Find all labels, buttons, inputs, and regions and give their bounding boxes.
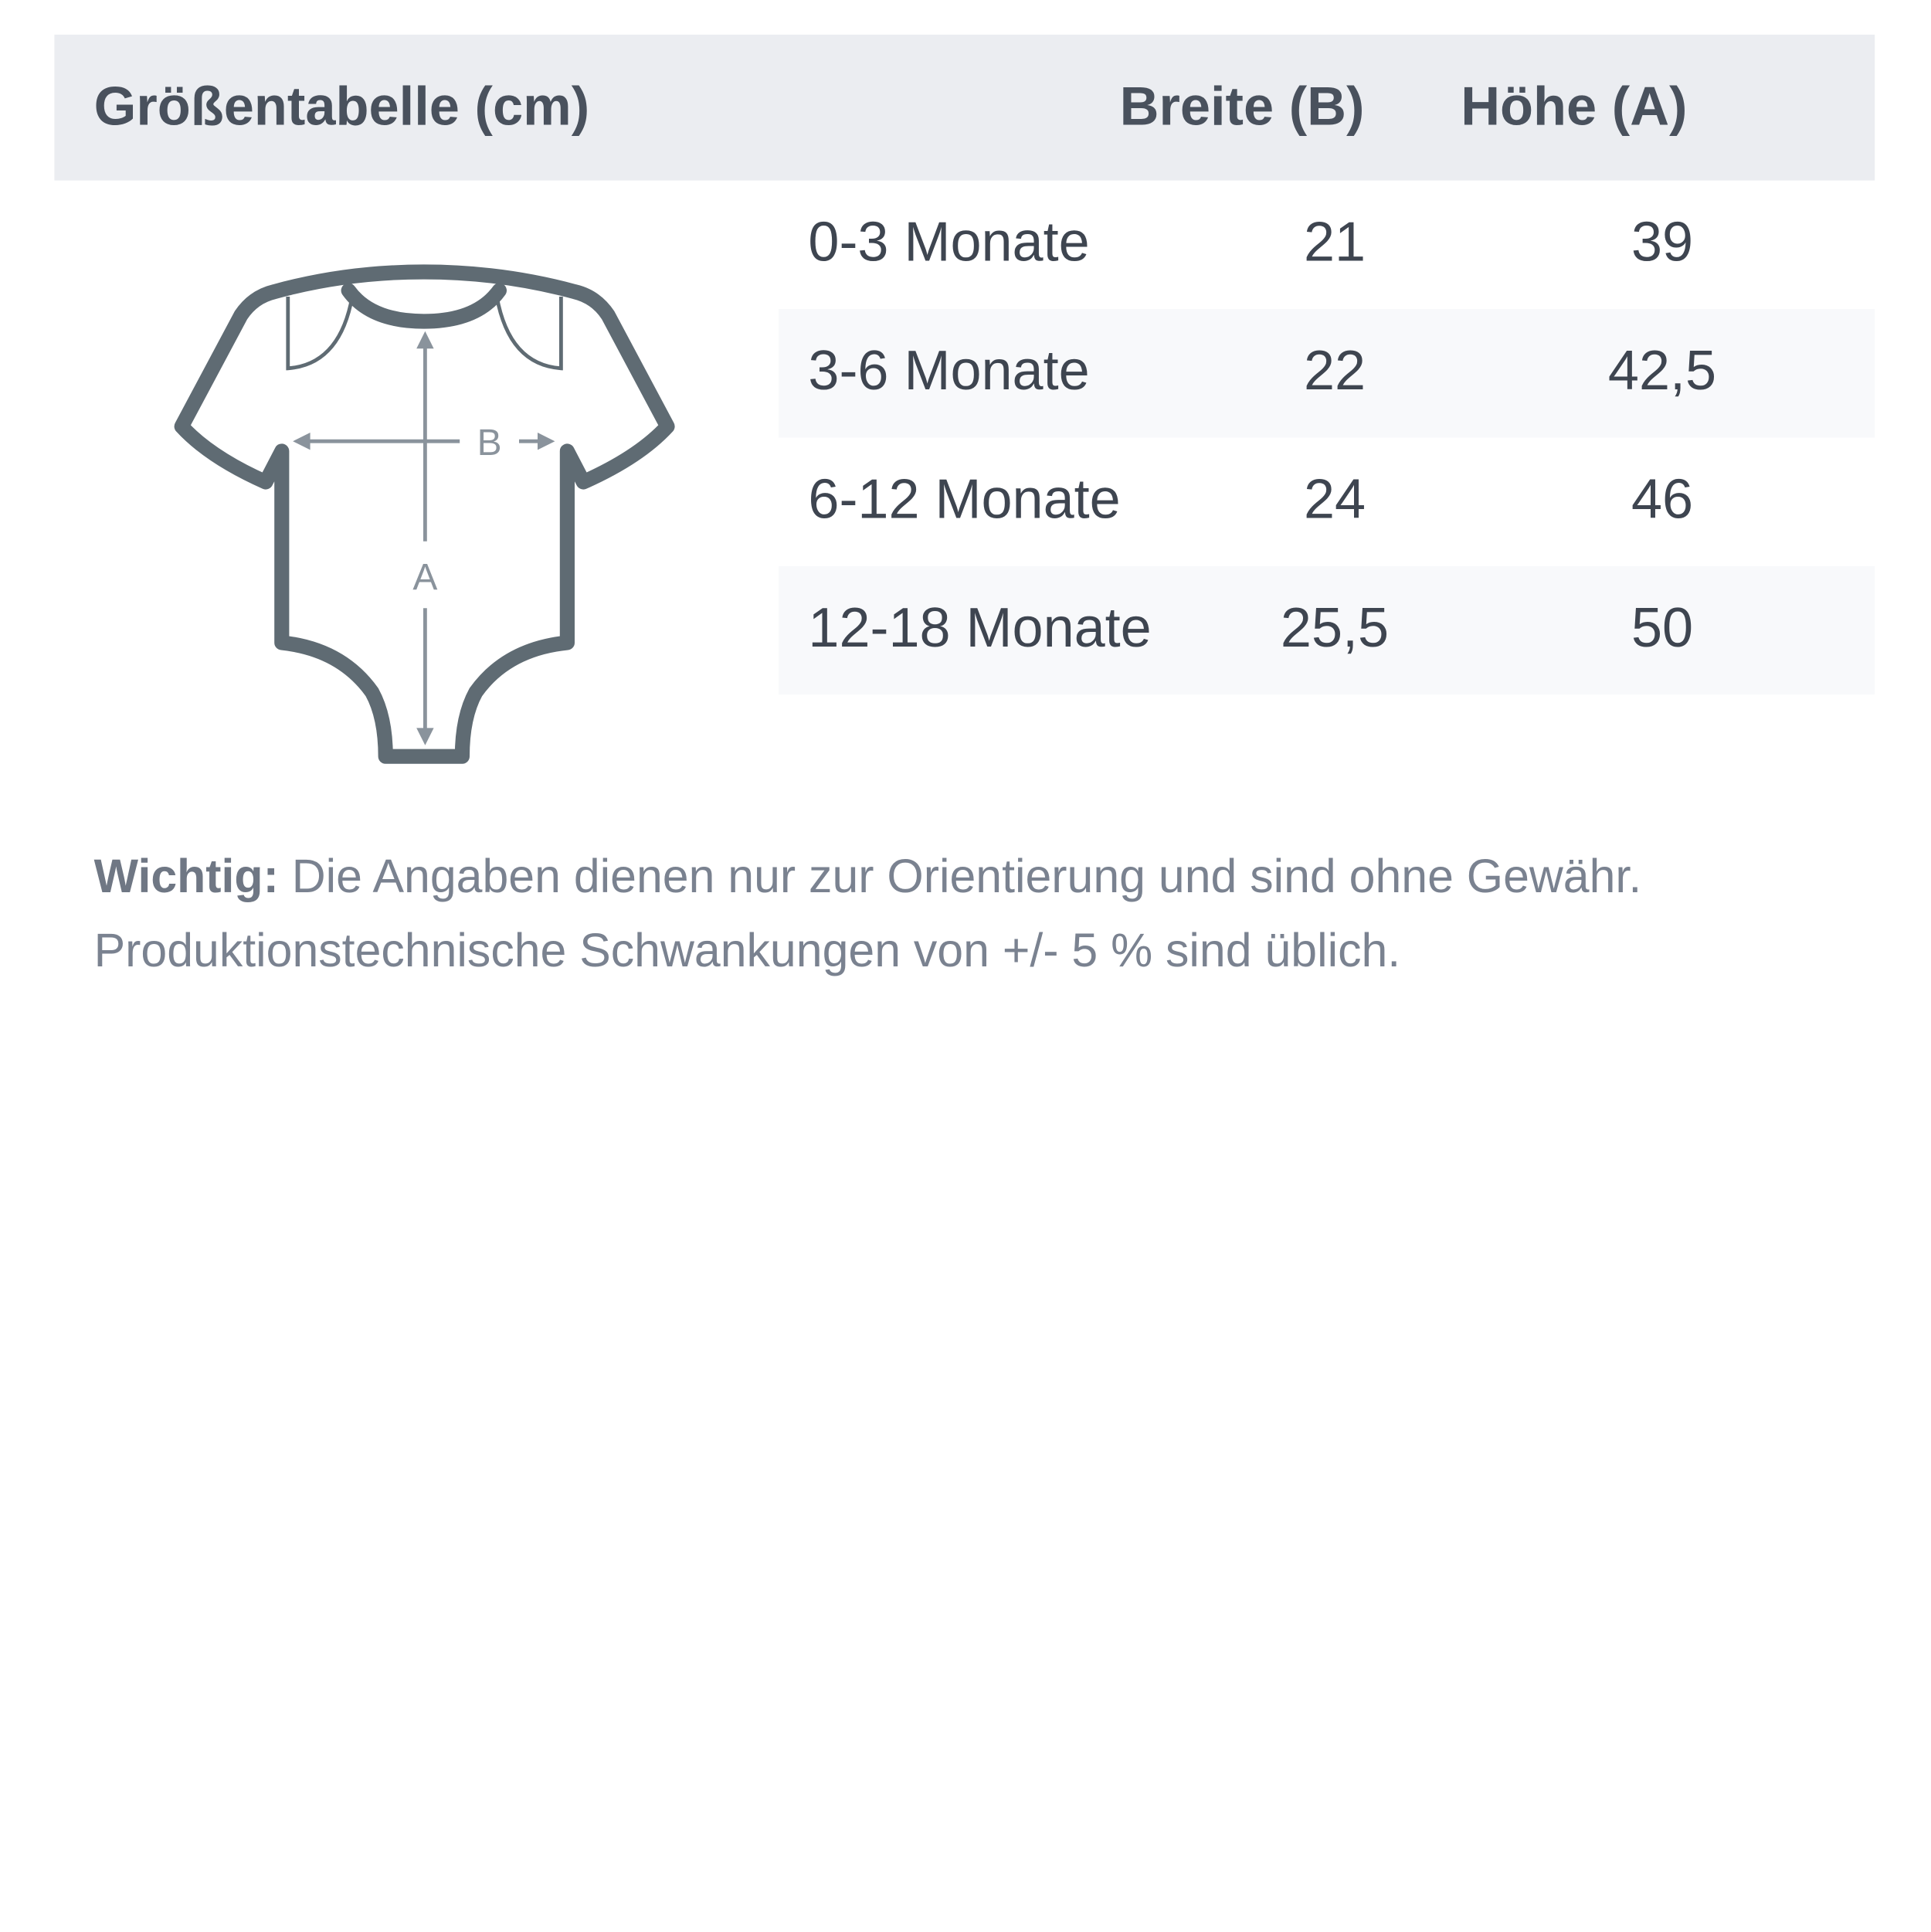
- breite-value: 21: [1303, 210, 1366, 273]
- disclaimer-note: Wichtig: Die Angaben dienen nur zur Orie…: [94, 840, 1849, 989]
- table-row: 12-18 Monate 25,5 50: [779, 565, 1875, 695]
- label-a: A: [412, 557, 437, 598]
- baby-bodysuit-icon: B A: [174, 264, 675, 764]
- table-title: Größentabelle (cm): [93, 76, 590, 138]
- note-line-2: Produktionstechnische Schwankungen von +…: [93, 925, 1401, 978]
- column-header-hoehe: Höhe (A): [1461, 76, 1688, 138]
- breite-value: 25,5: [1280, 596, 1390, 659]
- breite-value: 24: [1303, 467, 1366, 531]
- hoehe-value: 42,5: [1607, 338, 1717, 402]
- table-header: Größentabelle (cm) Breite (B) Höhe (A): [54, 34, 1875, 181]
- size-label: 12-18 Monate: [808, 596, 1152, 659]
- table-row: 3-6 Monate 22 42,5: [779, 309, 1875, 438]
- label-b: B: [477, 423, 502, 463]
- note-line-1: Die Angaben dienen nur zur Orientierung …: [278, 851, 1642, 904]
- hoehe-value: 50: [1631, 596, 1694, 659]
- size-label: 6-12 Monate: [808, 467, 1121, 531]
- column-header-breite: Breite (B): [1119, 76, 1365, 138]
- size-label: 0-3 Monate: [808, 210, 1090, 273]
- hoehe-value: 39: [1631, 210, 1694, 273]
- size-label: 3-6 Monate: [808, 338, 1090, 402]
- table-row: 6-12 Monate 24 46: [779, 437, 1875, 565]
- note-bold-label: Wichtig:: [93, 851, 279, 904]
- breite-value: 22: [1303, 338, 1366, 402]
- table-row: 0-3 Monate 21 39: [779, 181, 1875, 309]
- hoehe-value: 46: [1631, 467, 1694, 531]
